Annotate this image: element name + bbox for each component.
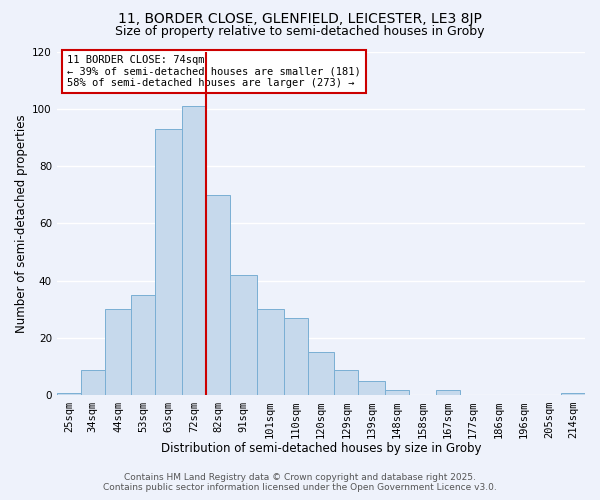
Text: 11 BORDER CLOSE: 74sqm
← 39% of semi-detached houses are smaller (181)
58% of se: 11 BORDER CLOSE: 74sqm ← 39% of semi-det…: [67, 55, 361, 88]
Bar: [57, 392, 81, 396]
Bar: [308, 352, 334, 396]
Y-axis label: Number of semi-detached properties: Number of semi-detached properties: [15, 114, 28, 333]
Bar: [257, 310, 284, 396]
Bar: [155, 129, 182, 396]
Bar: [230, 275, 257, 396]
Bar: [436, 390, 460, 396]
Bar: [81, 370, 105, 396]
Text: Size of property relative to semi-detached houses in Groby: Size of property relative to semi-detach…: [115, 25, 485, 38]
Text: Contains HM Land Registry data © Crown copyright and database right 2025.
Contai: Contains HM Land Registry data © Crown c…: [103, 473, 497, 492]
Bar: [561, 392, 585, 396]
Bar: [105, 310, 131, 396]
Bar: [206, 195, 230, 396]
Bar: [131, 295, 155, 396]
X-axis label: Distribution of semi-detached houses by size in Groby: Distribution of semi-detached houses by …: [161, 442, 481, 455]
Bar: [334, 370, 358, 396]
Bar: [182, 106, 206, 396]
Bar: [284, 318, 308, 396]
Bar: [358, 381, 385, 396]
Bar: [385, 390, 409, 396]
Text: 11, BORDER CLOSE, GLENFIELD, LEICESTER, LE3 8JP: 11, BORDER CLOSE, GLENFIELD, LEICESTER, …: [118, 12, 482, 26]
